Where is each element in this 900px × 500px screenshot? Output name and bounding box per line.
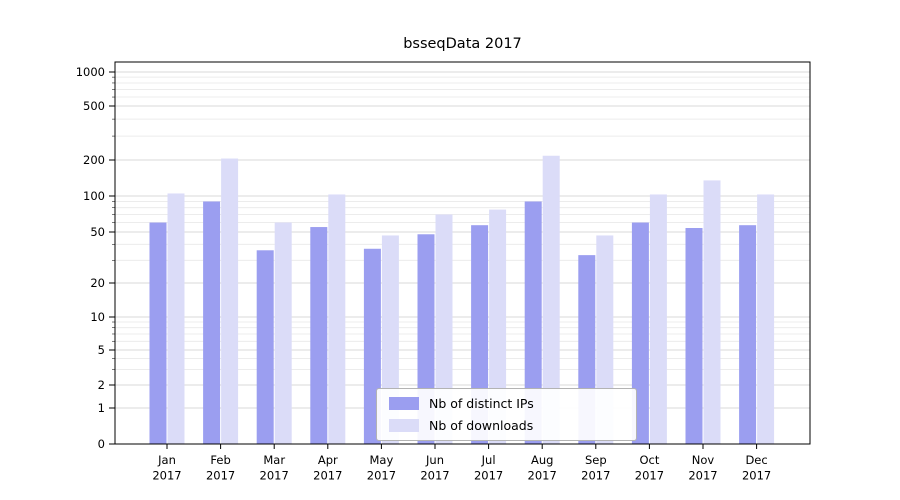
bar-downloads [649,194,667,444]
bar-downloads [167,193,185,444]
x-tick-label: Apr 2017 [313,453,342,483]
y-tick-label: 5 [98,343,105,357]
y-tick-label: 2 [98,378,105,392]
bar-distinct-ips [685,228,703,444]
y-tick-label: 10 [90,310,105,324]
y-tick-label: 100 [83,189,105,203]
bar-distinct-ips [203,201,221,444]
plot-border [114,61,811,445]
bar-distinct-ips [256,250,274,444]
y-tick-label: 200 [83,153,105,167]
bar-downloads [274,222,292,444]
bar-downloads [435,214,453,444]
legend-item: Nb of distinct IPs [389,396,624,411]
bar-downloads [757,194,775,444]
bar-downloads [703,180,721,445]
bar-downloads [489,209,507,444]
legend-label: Nb of downloads [429,418,534,433]
legend-label: Nb of distinct IPs [429,396,534,411]
legend-swatch [389,419,419,432]
chart-title: bsseqData 2017 [403,36,522,52]
x-tick-label: Feb 2017 [206,453,235,483]
x-tick-label: Dec 2017 [742,453,771,483]
legend-item: Nb of downloads [389,418,624,433]
bar-distinct-ips [149,222,167,444]
y-tick-label: 20 [90,276,105,290]
legend-swatch [389,397,419,410]
y-tick-label: 50 [90,225,105,239]
bar-distinct-ips [739,225,757,444]
x-tick-label: May 2017 [367,453,396,483]
y-tick-label: 500 [83,99,105,113]
x-tick-label: Mar 2017 [260,453,289,483]
bar-downloads [221,158,239,444]
bar-downloads [542,155,560,444]
x-tick-label: Jul 2017 [474,453,503,483]
y-tick-label: 1000 [76,65,105,79]
chart-legend: Nb of distinct IPs Nb of downloads [376,388,637,441]
x-tick-label: Oct 2017 [635,453,664,483]
bar-distinct-ips [310,227,328,444]
x-tick-label: Aug 2017 [528,453,557,483]
x-tick-label: Nov 2017 [688,453,717,483]
x-tick-label: Sep 2017 [581,453,610,483]
x-tick-label: Jun 2017 [420,453,449,483]
y-tick-label: 0 [98,437,105,451]
x-tick-label: Jan 2017 [152,453,181,483]
bar-distinct-ips [524,201,542,444]
y-tick-label: 1 [98,401,105,415]
bar-downloads [328,194,346,444]
